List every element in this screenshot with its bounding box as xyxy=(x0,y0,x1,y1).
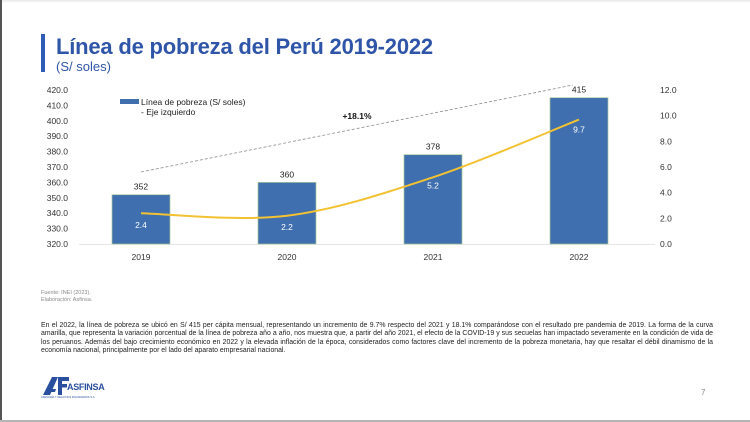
source-line: Fuente: INEI (2023). xyxy=(41,290,91,296)
x-tick-label: 2021 xyxy=(424,252,443,262)
bar-value-label: 352 xyxy=(134,182,148,192)
page-subtitle: (S/ soles) xyxy=(56,59,111,74)
bar-value-label: 360 xyxy=(280,169,294,179)
variation-value-label: 9.7 xyxy=(573,125,585,135)
y-right-tick-label: 0.0 xyxy=(660,239,672,249)
bar-2019 xyxy=(111,194,171,245)
y-left-tick-label: 320.0 xyxy=(47,239,69,249)
y-left-tick-label: 380.0 xyxy=(47,147,69,157)
legend-swatch-bar xyxy=(120,99,139,104)
legend-entry-bar: Línea de pobreza (S/ soles) xyxy=(141,97,246,107)
y-right-tick-label: 2.0 xyxy=(660,213,672,223)
y-right-tick-label: 10.0 xyxy=(660,111,677,121)
bar-2022 xyxy=(549,97,609,245)
window-bottom-edge xyxy=(0,420,750,422)
body-paragraph: En el 2022, la línea de pobreza se ubicó… xyxy=(41,322,713,354)
y-right-tick-label: 4.0 xyxy=(660,188,672,198)
y-right-tick-label: 6.0 xyxy=(660,162,672,172)
window-left-edge xyxy=(0,0,2,422)
y-left-tick-label: 370.0 xyxy=(47,162,69,172)
y-left-tick-label: 330.0 xyxy=(47,224,69,234)
variation-value-label: 2.2 xyxy=(281,222,293,232)
y-left-tick-label: 350.0 xyxy=(47,193,69,203)
source-note: Fuente: INEI (2023). Elaboración: Asfins… xyxy=(41,290,92,304)
y-left-tick-label: 420.0 xyxy=(47,85,69,95)
x-tick-label: 2019 xyxy=(132,252,151,262)
title-accent-bar xyxy=(41,34,45,72)
y-left-tick-label: 340.0 xyxy=(47,208,69,218)
y-right-tick-label: 8.0 xyxy=(660,136,672,146)
variation-value-label: 5.2 xyxy=(427,180,439,190)
logo-name: ASFINSA xyxy=(67,382,105,392)
source-line: Elaboración: Asfinsa. xyxy=(41,297,93,303)
y-left-tick-label: 400.0 xyxy=(47,116,69,126)
asfinsa-logo: ASFINSA ASESORÍA Y NEGOCIOS FINANCIEROS … xyxy=(41,376,131,404)
x-axis-labels: 2019 2020 2021 2022 xyxy=(132,252,589,262)
chart: 320.0 330.0 340.0 350.0 360.0 370.0 380.0 390.0… xyxy=(47,84,677,262)
x-tick-label: 2020 xyxy=(278,252,297,262)
bar-value-label: 378 xyxy=(426,142,440,152)
variation-curve xyxy=(140,118,580,219)
logo-tagline: ASESORÍA Y NEGOCIOS FINANCIEROS S.A. xyxy=(41,396,96,399)
y-left-tick-label: 360.0 xyxy=(47,177,69,187)
y-left-tick-label: 410.0 xyxy=(47,100,69,110)
growth-annotation: +18.1% xyxy=(342,111,372,121)
y-axis-left: 320.0 330.0 340.0 350.0 360.0 370.0 380.0 390.0… xyxy=(47,85,69,249)
bar-2021 xyxy=(403,154,463,245)
y-left-tick-label: 390.0 xyxy=(47,131,69,141)
bar-series: 352 360 378 415 xyxy=(111,85,609,245)
bar-value-label: 415 xyxy=(572,85,586,95)
window-top-edge xyxy=(2,0,750,3)
variation-value-label: 2.4 xyxy=(135,220,147,230)
growth-trend-dashed-line xyxy=(140,84,574,173)
page-number: 7 xyxy=(701,388,706,397)
y-right-tick-label: 12.0 xyxy=(660,85,677,95)
x-tick-label: 2022 xyxy=(570,252,589,262)
y-axis-right: 0.0 2.0 4.0 6.0 8.0 10.0 12.0 xyxy=(660,85,677,249)
legend: Línea de pobreza (S/ soles) - Eje izquie… xyxy=(120,97,246,117)
legend-entry-axis: - Eje izquierdo xyxy=(141,107,196,117)
page-title: Línea de pobreza del Perú 2019-2022 xyxy=(56,34,433,59)
variation-labels: 2.4 2.2 5.2 9.7 xyxy=(135,125,585,232)
af-logo-icon xyxy=(43,377,69,395)
